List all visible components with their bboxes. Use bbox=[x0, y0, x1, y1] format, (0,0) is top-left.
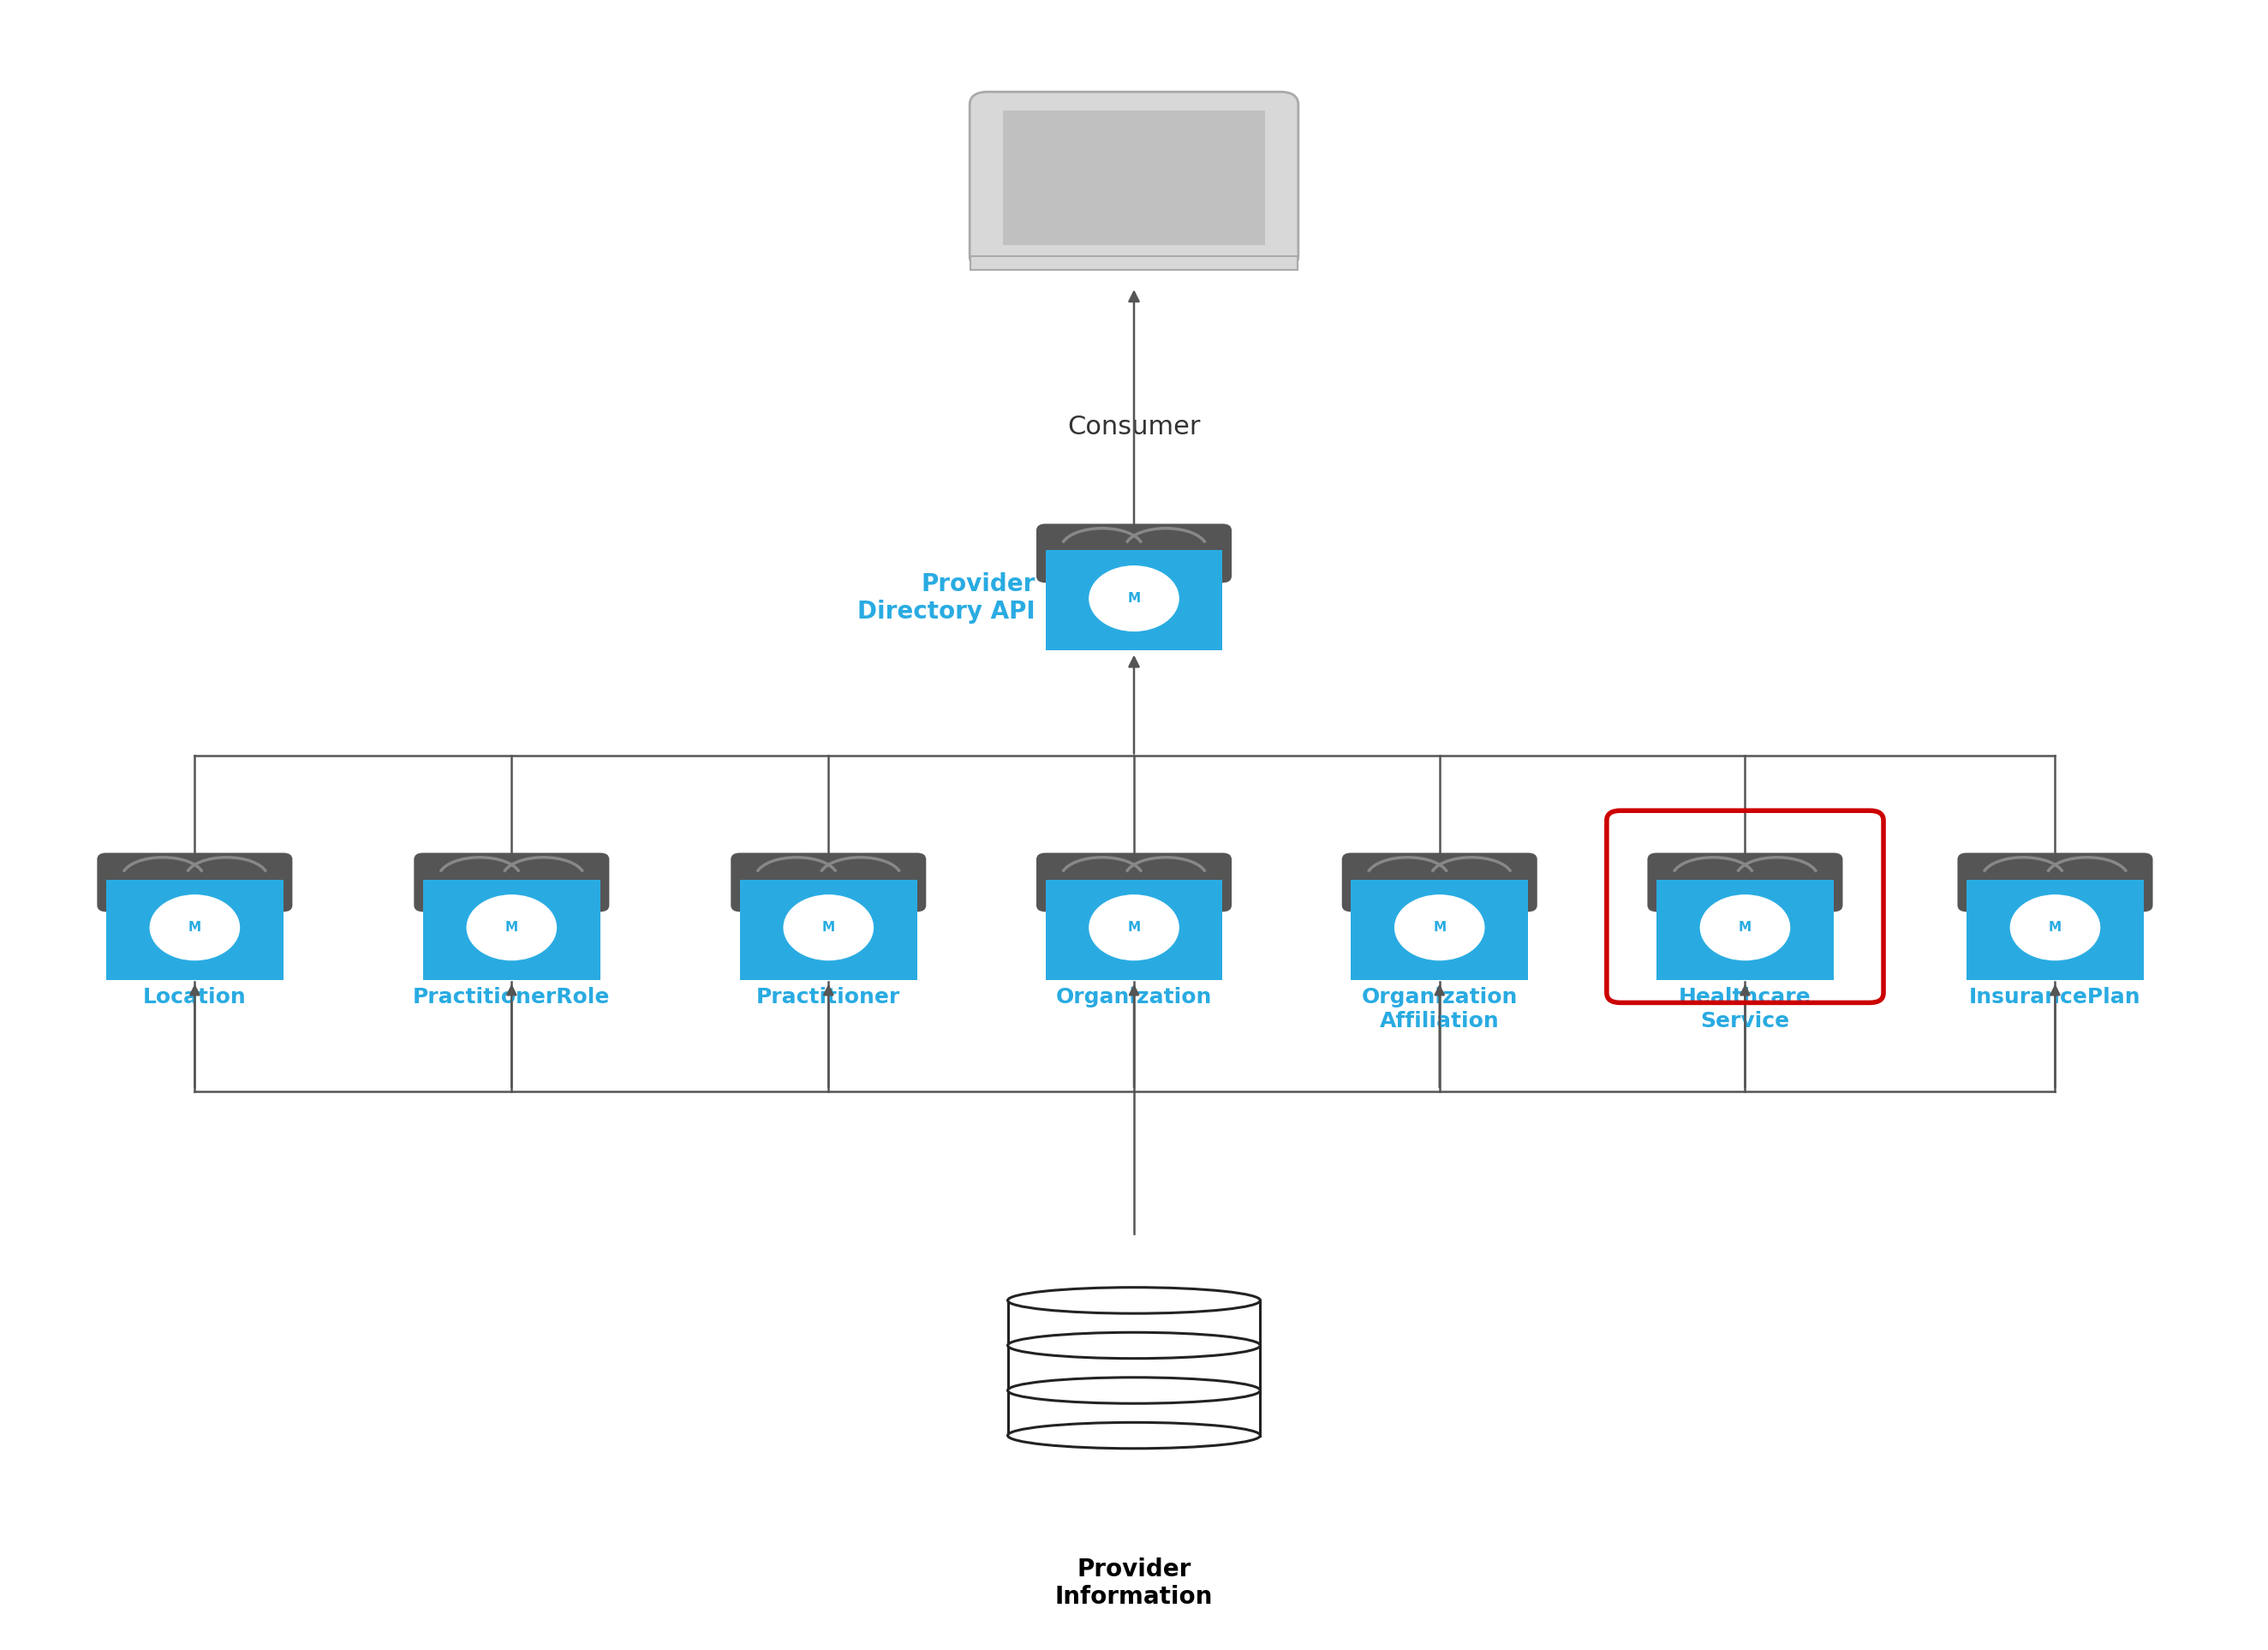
FancyBboxPatch shape bbox=[971, 256, 1297, 269]
Circle shape bbox=[2009, 894, 2100, 960]
Text: Organization
Affiliation: Organization Affiliation bbox=[1361, 987, 1517, 1031]
Text: Location: Location bbox=[143, 987, 247, 1008]
Circle shape bbox=[1395, 894, 1483, 960]
FancyBboxPatch shape bbox=[1046, 879, 1222, 980]
FancyBboxPatch shape bbox=[1036, 853, 1232, 912]
Text: PractitionerRole: PractitionerRole bbox=[413, 987, 610, 1008]
Circle shape bbox=[467, 894, 556, 960]
FancyBboxPatch shape bbox=[415, 853, 610, 912]
Text: Healthcare
Service: Healthcare Service bbox=[1678, 987, 1812, 1031]
Text: Organization: Organization bbox=[1057, 987, 1211, 1008]
Ellipse shape bbox=[1007, 1422, 1261, 1449]
FancyBboxPatch shape bbox=[1957, 853, 2152, 912]
FancyBboxPatch shape bbox=[1352, 879, 1529, 980]
FancyBboxPatch shape bbox=[1343, 853, 1538, 912]
FancyBboxPatch shape bbox=[730, 853, 925, 912]
FancyBboxPatch shape bbox=[107, 879, 284, 980]
Ellipse shape bbox=[1007, 1333, 1261, 1358]
FancyBboxPatch shape bbox=[1002, 111, 1266, 244]
FancyBboxPatch shape bbox=[1007, 1391, 1261, 1435]
Ellipse shape bbox=[1007, 1287, 1261, 1313]
Text: InsurancePlan: InsurancePlan bbox=[1969, 987, 2141, 1008]
FancyBboxPatch shape bbox=[1656, 879, 1835, 980]
FancyBboxPatch shape bbox=[1036, 523, 1232, 582]
Circle shape bbox=[1089, 566, 1179, 630]
FancyBboxPatch shape bbox=[1007, 1300, 1261, 1345]
Text: M: M bbox=[506, 921, 517, 934]
FancyBboxPatch shape bbox=[424, 879, 601, 980]
FancyBboxPatch shape bbox=[1007, 1345, 1261, 1391]
Circle shape bbox=[785, 894, 873, 960]
Text: M: M bbox=[1740, 921, 1751, 934]
FancyBboxPatch shape bbox=[1966, 879, 2143, 980]
Text: Consumer: Consumer bbox=[1068, 414, 1200, 439]
FancyBboxPatch shape bbox=[739, 879, 916, 980]
Text: M: M bbox=[2048, 921, 2062, 934]
Text: M: M bbox=[188, 921, 202, 934]
Circle shape bbox=[150, 894, 240, 960]
Circle shape bbox=[1701, 894, 1789, 960]
FancyBboxPatch shape bbox=[1046, 551, 1222, 650]
Text: M: M bbox=[1127, 592, 1141, 606]
Text: Provider
Information: Provider Information bbox=[1055, 1558, 1213, 1609]
Ellipse shape bbox=[1007, 1378, 1261, 1404]
Circle shape bbox=[1089, 894, 1179, 960]
FancyBboxPatch shape bbox=[1647, 853, 1842, 912]
FancyBboxPatch shape bbox=[971, 92, 1297, 269]
Text: Practitioner: Practitioner bbox=[758, 987, 900, 1008]
FancyBboxPatch shape bbox=[98, 853, 293, 912]
Text: M: M bbox=[821, 921, 835, 934]
Text: Provider
Directory API: Provider Directory API bbox=[857, 573, 1036, 624]
Text: M: M bbox=[1127, 921, 1141, 934]
Text: M: M bbox=[1433, 921, 1447, 934]
